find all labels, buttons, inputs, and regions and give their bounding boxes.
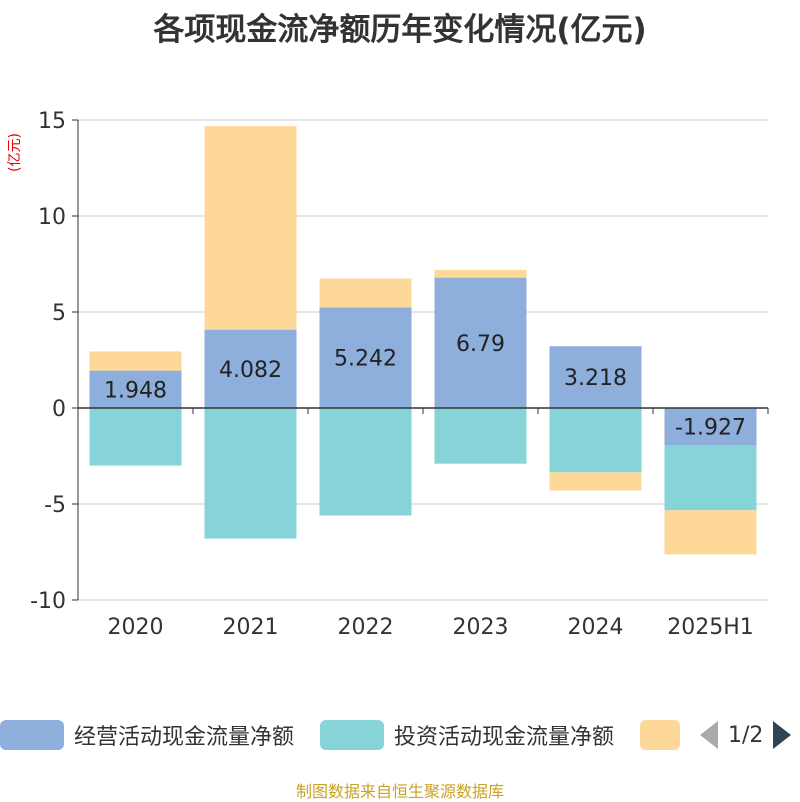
legend-label-operating: 经营活动现金流量净额: [74, 725, 295, 750]
bar-series2-2020: [89, 408, 182, 466]
x-tick-label: 2021: [223, 615, 279, 640]
prev-page-arrow-icon[interactable]: [700, 721, 718, 749]
data-label-2023: 6.79: [456, 332, 505, 357]
legend-swatch-third-series: [640, 720, 680, 750]
y-tick-label: -10: [30, 589, 66, 614]
y-tick-label: 15: [38, 109, 66, 134]
legend-item-investing[interactable]: 投资活动现金流量净额: [320, 718, 614, 752]
bar-series2-2023: [434, 408, 527, 464]
bar-series2-2025H1: [664, 444, 757, 511]
bar-series3-2025H1: [664, 510, 757, 555]
bar-series3-2024: [549, 472, 642, 491]
y-tick-label: -5: [44, 493, 66, 518]
x-tick-label: 2024: [568, 615, 624, 640]
bar-series3-2020: [89, 351, 182, 371]
bar-series1-2023: [434, 277, 527, 408]
stacked-bar-chart: 15 10 5 0 -5 -10 1.948 4.082 5.242 6.79 3.218 -1.92…: [30, 109, 769, 640]
bar-series3-2023: [434, 269, 527, 278]
bar-series1-2024: [549, 346, 642, 408]
x-tick-label: 2020: [108, 615, 164, 640]
next-page-arrow-icon[interactable]: [773, 721, 792, 749]
bar-series1-2020: [89, 370, 182, 408]
data-label-2022: 5.242: [334, 347, 397, 372]
bar-series2-2022: [319, 408, 412, 516]
data-label-2025H1: -1.927: [675, 415, 746, 440]
bar-series2-2024: [549, 408, 642, 473]
legend-page-indicator: 1/2: [728, 722, 764, 748]
y-tick-label: 0: [52, 397, 66, 422]
data-source-note: 制图数据来自恒生聚源数据库: [295, 782, 504, 801]
bar-series2-2021: [204, 408, 297, 539]
legend-item-third-series[interactable]: [640, 718, 690, 752]
bar-series1-2025H1: [664, 408, 757, 445]
legend-label-investing: 投资活动现金流量净额: [394, 725, 615, 750]
legend: 经营活动现金流量净额 投资活动现金流量净额: [0, 718, 800, 752]
data-label-2024: 3.218: [564, 366, 627, 391]
chart-title: 各项现金流净额历年变化情况(亿元): [153, 12, 647, 48]
legend-pager: 1/2: [700, 718, 792, 752]
bar-series3-2021: [204, 126, 297, 330]
x-tick-label: 2023: [453, 615, 509, 640]
data-label-2020: 1.948: [104, 378, 167, 403]
bar-series1-2022: [319, 307, 412, 408]
data-label-2021: 4.082: [219, 358, 282, 383]
x-tick-label: 2025H1: [667, 615, 754, 640]
bar-series1-2021: [204, 329, 297, 408]
y-tick-label: 5: [52, 301, 66, 326]
x-tick-label: 2022: [338, 615, 394, 640]
legend-swatch-investing: [320, 720, 384, 750]
bar-series3-2022: [319, 278, 412, 308]
y-tick-label: 10: [38, 205, 66, 230]
legend-item-operating[interactable]: 经营活动现金流量净额: [0, 718, 294, 752]
legend-swatch-operating: [0, 720, 64, 750]
